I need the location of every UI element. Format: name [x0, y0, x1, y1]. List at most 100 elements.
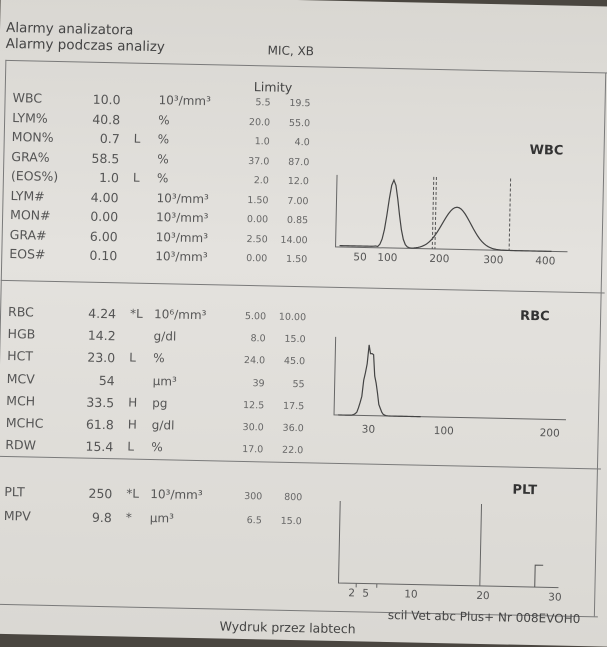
limit-high: 15.0: [262, 515, 302, 527]
param-name: MCH: [6, 393, 35, 409]
param-value: 40.8: [76, 111, 120, 127]
wbc-title: WBC: [529, 143, 563, 159]
param-value: 23.0: [71, 350, 115, 366]
param-value: 14.2: [71, 328, 115, 344]
param-flag: L: [133, 171, 140, 185]
param-value: 33.5: [70, 394, 114, 410]
axis-tick-label: 2: [348, 587, 355, 599]
axis-tick-label: 10: [404, 588, 418, 600]
param-name: GRA#: [10, 227, 47, 243]
param-flag: L: [129, 351, 136, 365]
limit-high: 7.00: [268, 195, 308, 207]
param-name: LYM%: [12, 110, 48, 126]
limit-high: 12.0: [269, 175, 309, 187]
limit-low: 1.50: [228, 194, 268, 206]
param-unit: µm³: [150, 511, 174, 526]
axis-tick-label: 5: [362, 587, 369, 599]
limit-high: 1.50: [267, 253, 307, 265]
plt-histogram: [338, 501, 560, 590]
limit-low: 24.0: [225, 355, 265, 367]
param-unit: 10³/mm³: [156, 230, 209, 245]
param-unit: g/dl: [152, 418, 175, 432]
plt-axes: [339, 501, 561, 588]
param-value: 6.00: [74, 228, 118, 244]
param-unit: 10³/mm³: [155, 249, 208, 264]
param-value: 9.8: [68, 509, 112, 525]
param-flag: *L: [130, 307, 143, 321]
limit-low: 5.00: [226, 311, 266, 323]
param-unit: %: [153, 351, 165, 365]
param-flag: H: [128, 418, 137, 432]
wbc-threshold-line: [509, 179, 511, 251]
limit-high: 0.85: [268, 214, 308, 226]
plt-title: PLT: [512, 483, 537, 499]
axis-tick-label: 300: [483, 254, 503, 266]
param-unit: 10³/mm³: [158, 93, 211, 108]
plt-marker: [535, 565, 543, 587]
param-name: MCHC: [6, 415, 44, 431]
param-unit: %: [151, 440, 163, 454]
param-flag: L: [127, 440, 134, 454]
limit-high: 19.5: [270, 97, 310, 109]
axis-tick-label: 100: [377, 252, 397, 264]
limit-high: 14.00: [268, 234, 308, 246]
param-flag: *: [126, 511, 132, 525]
param-unit: %: [158, 132, 170, 146]
axis-tick-label: 100: [434, 425, 454, 437]
param-unit: 10³/mm³: [156, 210, 209, 225]
param-name: HGB: [7, 326, 35, 342]
param-unit: %: [158, 113, 170, 127]
limit-high: 36.0: [264, 422, 304, 434]
limit-low: 0.00: [228, 214, 268, 226]
wbc-histogram: [335, 171, 569, 254]
limit-low: 12.5: [224, 399, 264, 411]
limit-high: 800: [262, 491, 302, 503]
param-name: (EOS%): [11, 168, 59, 184]
axis-tick-label: 30: [548, 591, 562, 603]
param-value: 58.5: [75, 150, 119, 166]
alarm-codes: MIC, XB: [267, 43, 314, 58]
limit-low: 0.00: [227, 253, 267, 265]
limit-high: 87.0: [269, 156, 309, 168]
param-value: 0.10: [73, 247, 117, 263]
param-name: WBC: [12, 90, 42, 106]
param-flag: *L: [126, 487, 139, 501]
param-name: MPV: [4, 508, 31, 524]
param-value: 61.8: [70, 416, 114, 432]
limit-high: 17.5: [264, 400, 304, 412]
param-name: RDW: [5, 437, 36, 453]
limit-low: 6.5: [222, 515, 262, 527]
param-value: 4.24: [72, 305, 116, 321]
limit-low: 1.0: [230, 136, 270, 148]
limit-low: 39: [225, 377, 265, 389]
param-flag: L: [134, 132, 141, 146]
rbc-histogram: [334, 335, 568, 422]
param-name: EOS#: [9, 246, 45, 262]
param-unit: µm³: [153, 374, 177, 389]
wbc-axes: [336, 175, 569, 252]
limits-heading: Limity: [254, 79, 293, 95]
param-name: MON#: [10, 207, 51, 223]
printed-by: Wydruk przez labtech: [219, 619, 355, 637]
limit-low: 17.0: [223, 444, 263, 456]
param-name: RBC: [8, 304, 34, 320]
limit-high: 15.0: [265, 334, 305, 346]
param-name: MON%: [12, 129, 54, 145]
header-divider: [5, 60, 607, 74]
param-value: 0.7: [76, 130, 120, 146]
param-flag: H: [128, 395, 137, 409]
param-value: 15.4: [69, 439, 113, 455]
